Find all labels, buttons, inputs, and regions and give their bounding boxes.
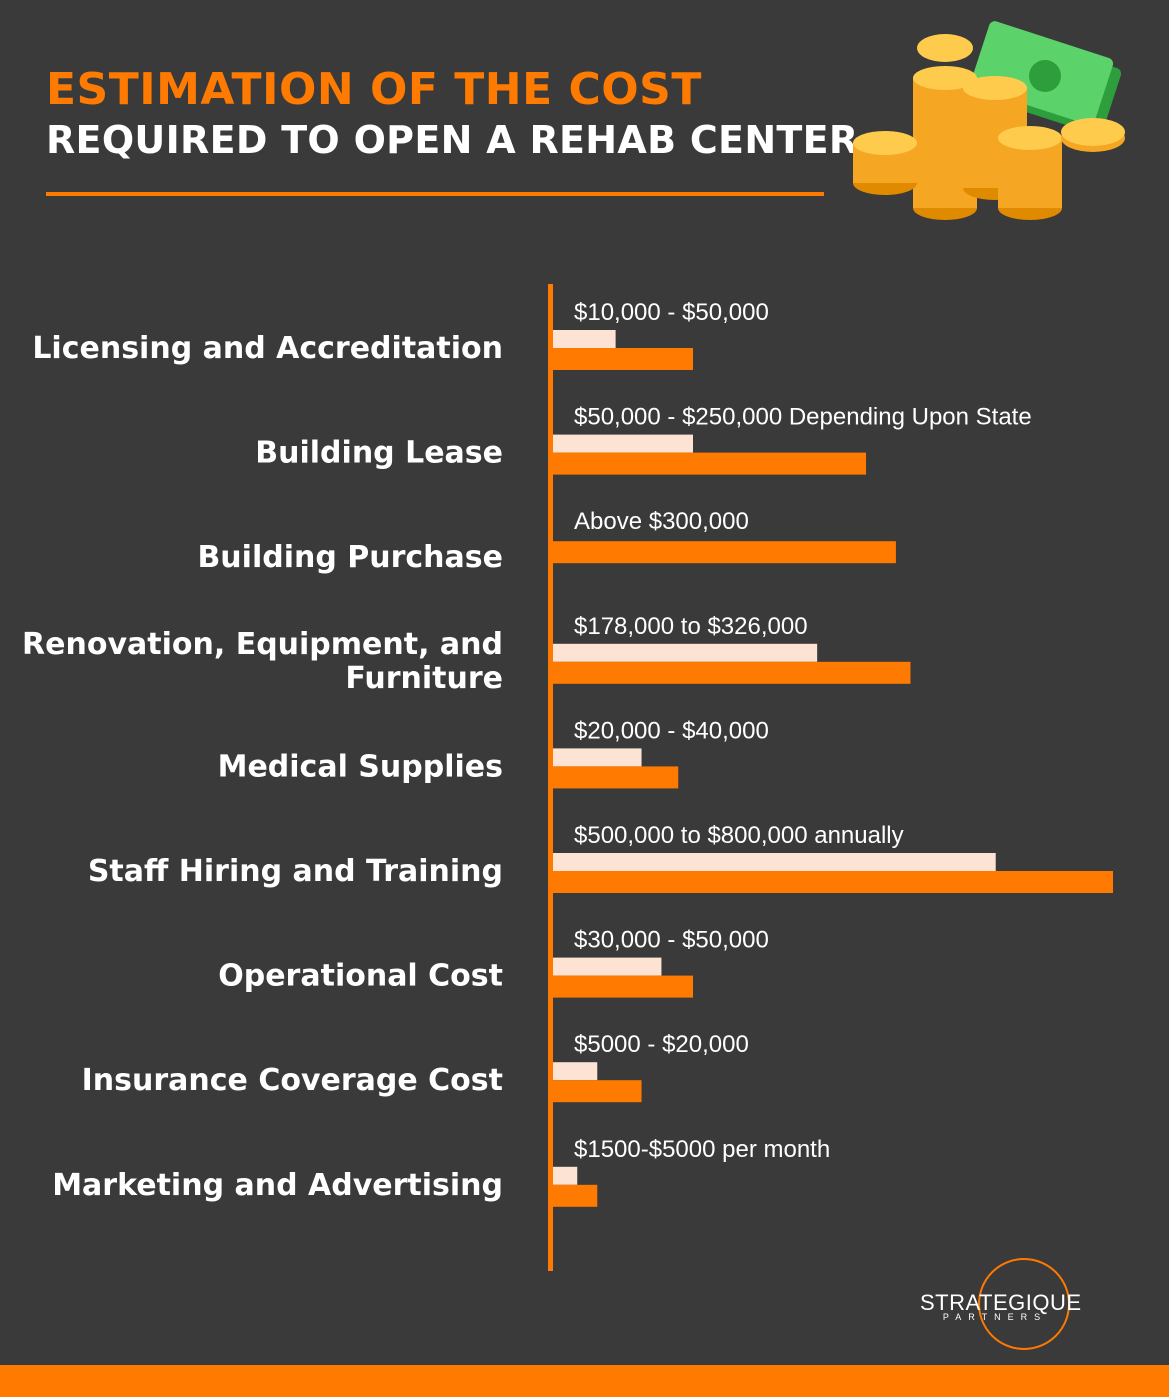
value-label: $30,000 - $50,000 [574, 927, 769, 954]
category-label: Building Lease [255, 436, 503, 471]
bar-high [553, 1080, 642, 1103]
bar-low [553, 1166, 578, 1185]
bar-high [553, 1184, 598, 1207]
logo-ring [978, 1258, 1070, 1350]
category-label: Medical Supplies [218, 749, 503, 784]
bar-low [553, 643, 818, 662]
category-label: Licensing and Accreditation [32, 331, 503, 366]
value-label: $50,000 - $250,000 Depending Upon State [574, 404, 1032, 431]
value-label: Above $300,000 [574, 508, 749, 535]
bar-low [553, 957, 662, 976]
chart-axis [548, 284, 553, 1271]
category-label: Building Purchase [197, 540, 503, 575]
value-label: $10,000 - $50,000 [574, 299, 769, 326]
logo-subtitle: PARTNERS [942, 1312, 1048, 1322]
logo-wordmark: STRATEGIQUE [920, 1290, 1082, 1315]
category-label: Operational Cost [218, 959, 503, 994]
bar-low [553, 330, 616, 348]
cost-bar-chart: $10,000 - $50,000 Licensing and Accredita… [22, 284, 1113, 1271]
footer-bar [0, 1365, 1169, 1397]
title-underline [46, 192, 824, 196]
bar-high [553, 348, 693, 370]
bar-low [553, 434, 693, 453]
bar-high [553, 452, 867, 475]
bar-low [553, 853, 996, 871]
category-label: Staff Hiring and Training [88, 854, 503, 889]
title-line-2: REQUIRED TO OPEN A REHAB CENTER [46, 118, 859, 162]
value-label: $178,000 to $326,000 [574, 613, 808, 640]
value-label: $20,000 - $40,000 [574, 717, 769, 744]
value-label: $1500-$5000 per month [574, 1136, 830, 1163]
title-line-1: ESTIMATION OF THE COST [46, 64, 702, 115]
category-label: Marketing and Advertising [52, 1168, 503, 1203]
bar-high [553, 661, 911, 684]
value-label: $5000 - $20,000 [574, 1031, 749, 1058]
company-logo: STRATEGIQUE PARTNERS [920, 1256, 1082, 1356]
bar-high [553, 766, 679, 789]
money-stack-icon [853, 21, 1125, 220]
value-label: $500,000 to $800,000 annually [574, 822, 904, 849]
bar-low [553, 1062, 598, 1081]
coin-stack-icon [853, 34, 1125, 220]
bar-low [553, 748, 642, 767]
banknote-icon [970, 21, 1122, 135]
category-label: Renovation, Equipment, and Furniture [22, 627, 503, 696]
category-label: Insurance Coverage Cost [82, 1063, 503, 1098]
bar-high [553, 975, 693, 998]
bar-high [553, 871, 1113, 893]
bar-high [553, 541, 896, 564]
